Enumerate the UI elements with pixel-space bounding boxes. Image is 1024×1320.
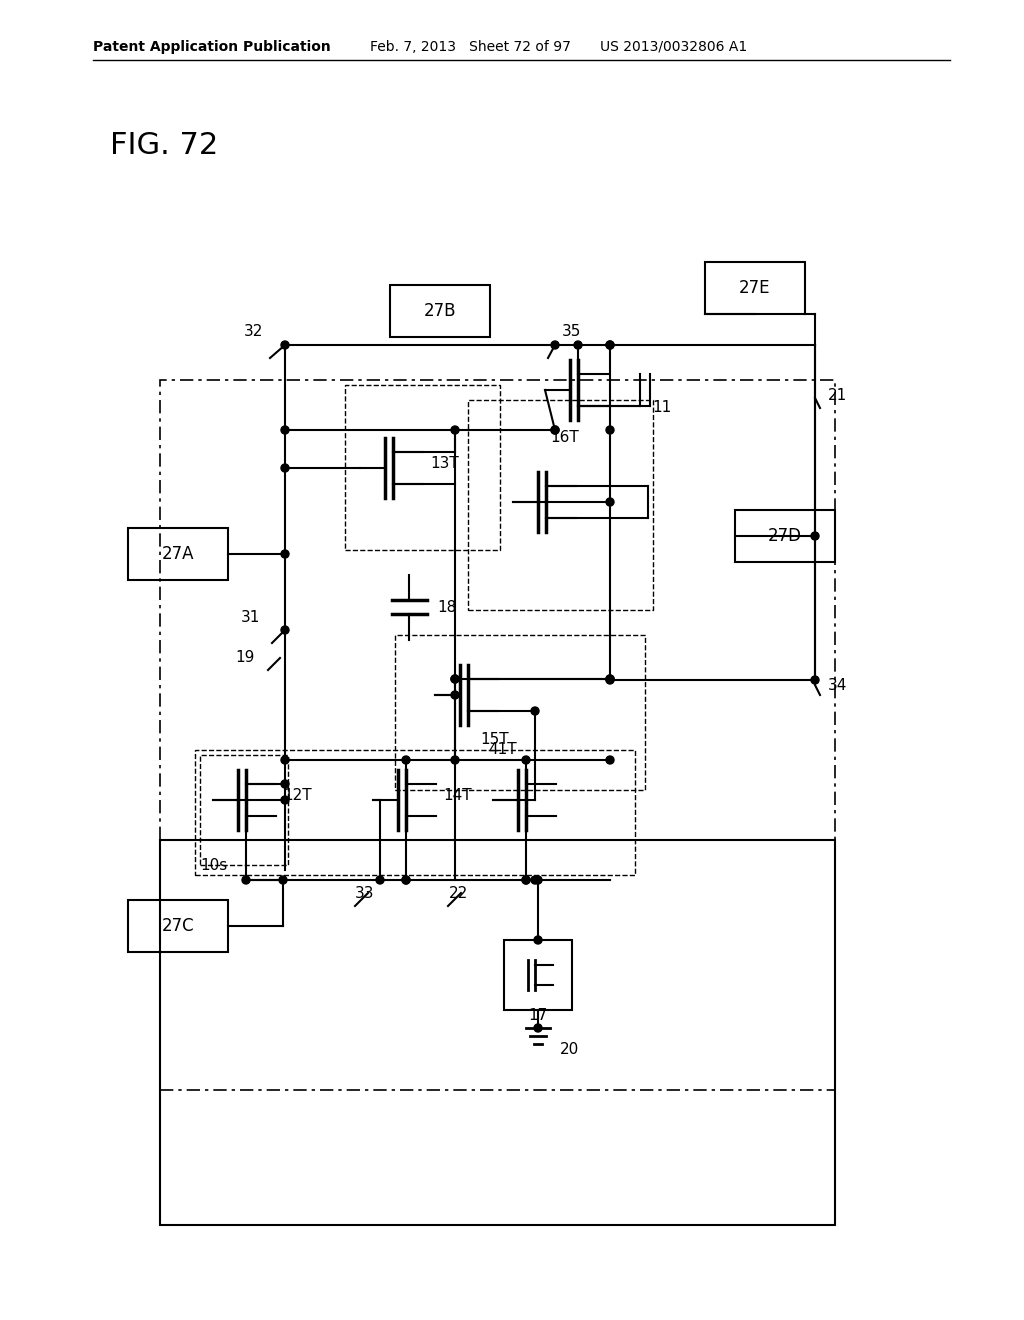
- Circle shape: [531, 876, 539, 884]
- Text: 20: 20: [560, 1043, 580, 1057]
- Text: 27A: 27A: [162, 545, 195, 564]
- Bar: [735, 510, 835, 562]
- Circle shape: [606, 676, 614, 684]
- Circle shape: [606, 756, 614, 764]
- Bar: [705, 261, 805, 314]
- Text: Feb. 7, 2013   Sheet 72 of 97: Feb. 7, 2013 Sheet 72 of 97: [370, 40, 570, 54]
- Bar: [504, 940, 572, 1010]
- Circle shape: [531, 708, 539, 715]
- Circle shape: [534, 936, 542, 944]
- Text: 35: 35: [562, 325, 582, 339]
- Text: 27B: 27B: [424, 302, 457, 319]
- Circle shape: [522, 876, 530, 884]
- Circle shape: [451, 426, 459, 434]
- Text: 18: 18: [437, 599, 457, 615]
- Bar: [395, 635, 645, 789]
- Bar: [200, 755, 288, 865]
- Text: 15T: 15T: [480, 733, 509, 747]
- Circle shape: [606, 341, 614, 348]
- Text: 31: 31: [241, 610, 260, 626]
- Text: 41T: 41T: [488, 742, 517, 758]
- Circle shape: [376, 876, 384, 884]
- Circle shape: [402, 876, 410, 884]
- Bar: [160, 380, 835, 1090]
- Circle shape: [281, 626, 289, 634]
- Text: 33: 33: [355, 886, 375, 900]
- Text: 21: 21: [828, 388, 847, 403]
- Text: 16T: 16T: [551, 430, 580, 446]
- Circle shape: [522, 876, 530, 884]
- Circle shape: [242, 876, 250, 884]
- Bar: [345, 385, 500, 550]
- Circle shape: [606, 341, 614, 348]
- Circle shape: [281, 341, 289, 348]
- Circle shape: [451, 675, 459, 682]
- Text: 10s: 10s: [200, 858, 227, 873]
- Text: 13T: 13T: [430, 455, 459, 470]
- Circle shape: [402, 756, 410, 764]
- Circle shape: [606, 675, 614, 682]
- Circle shape: [281, 756, 289, 764]
- Bar: [468, 400, 653, 610]
- Circle shape: [451, 690, 459, 700]
- Bar: [128, 900, 228, 952]
- Circle shape: [534, 1024, 542, 1032]
- Circle shape: [522, 756, 530, 764]
- Circle shape: [281, 796, 289, 804]
- Text: 27C: 27C: [162, 917, 195, 935]
- Text: 27D: 27D: [768, 527, 802, 545]
- Text: Patent Application Publication: Patent Application Publication: [93, 40, 331, 54]
- Circle shape: [606, 675, 614, 682]
- Text: 17: 17: [528, 1007, 548, 1023]
- Circle shape: [551, 341, 559, 348]
- Bar: [390, 285, 490, 337]
- Circle shape: [281, 465, 289, 473]
- Circle shape: [574, 341, 582, 348]
- Circle shape: [534, 876, 542, 884]
- Text: 34: 34: [828, 677, 848, 693]
- Circle shape: [551, 426, 559, 434]
- Text: 32: 32: [244, 325, 263, 339]
- Circle shape: [606, 426, 614, 434]
- Text: 14T: 14T: [443, 788, 472, 803]
- Circle shape: [279, 876, 287, 884]
- Bar: [195, 750, 635, 875]
- Circle shape: [281, 550, 289, 558]
- Circle shape: [606, 498, 614, 506]
- Text: 12T: 12T: [283, 788, 311, 803]
- Circle shape: [281, 780, 289, 788]
- Text: 11: 11: [652, 400, 672, 416]
- Circle shape: [402, 876, 410, 884]
- Circle shape: [451, 756, 459, 764]
- Circle shape: [811, 676, 819, 684]
- Circle shape: [811, 532, 819, 540]
- Circle shape: [451, 675, 459, 682]
- Circle shape: [281, 426, 289, 434]
- Bar: [128, 528, 228, 579]
- Text: 22: 22: [449, 886, 468, 900]
- Text: US 2013/0032806 A1: US 2013/0032806 A1: [600, 40, 748, 54]
- Text: 19: 19: [236, 651, 255, 665]
- Circle shape: [551, 426, 559, 434]
- Bar: [160, 840, 835, 1225]
- Text: 27E: 27E: [739, 279, 771, 297]
- Text: FIG. 72: FIG. 72: [110, 131, 218, 160]
